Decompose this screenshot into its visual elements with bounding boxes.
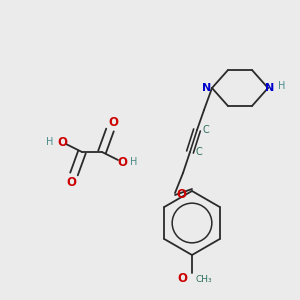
Text: O: O (176, 188, 186, 202)
Text: C: C (196, 147, 202, 157)
Text: O: O (108, 116, 118, 128)
Text: O: O (117, 155, 127, 169)
Text: O: O (57, 136, 67, 148)
Text: O: O (177, 272, 187, 286)
Text: C: C (202, 125, 209, 135)
Text: N: N (266, 83, 274, 93)
Text: H: H (130, 157, 138, 167)
Text: N: N (202, 83, 211, 93)
Text: H: H (46, 137, 54, 147)
Text: O: O (66, 176, 76, 188)
Text: CH₃: CH₃ (196, 274, 212, 284)
Text: H: H (278, 81, 286, 91)
